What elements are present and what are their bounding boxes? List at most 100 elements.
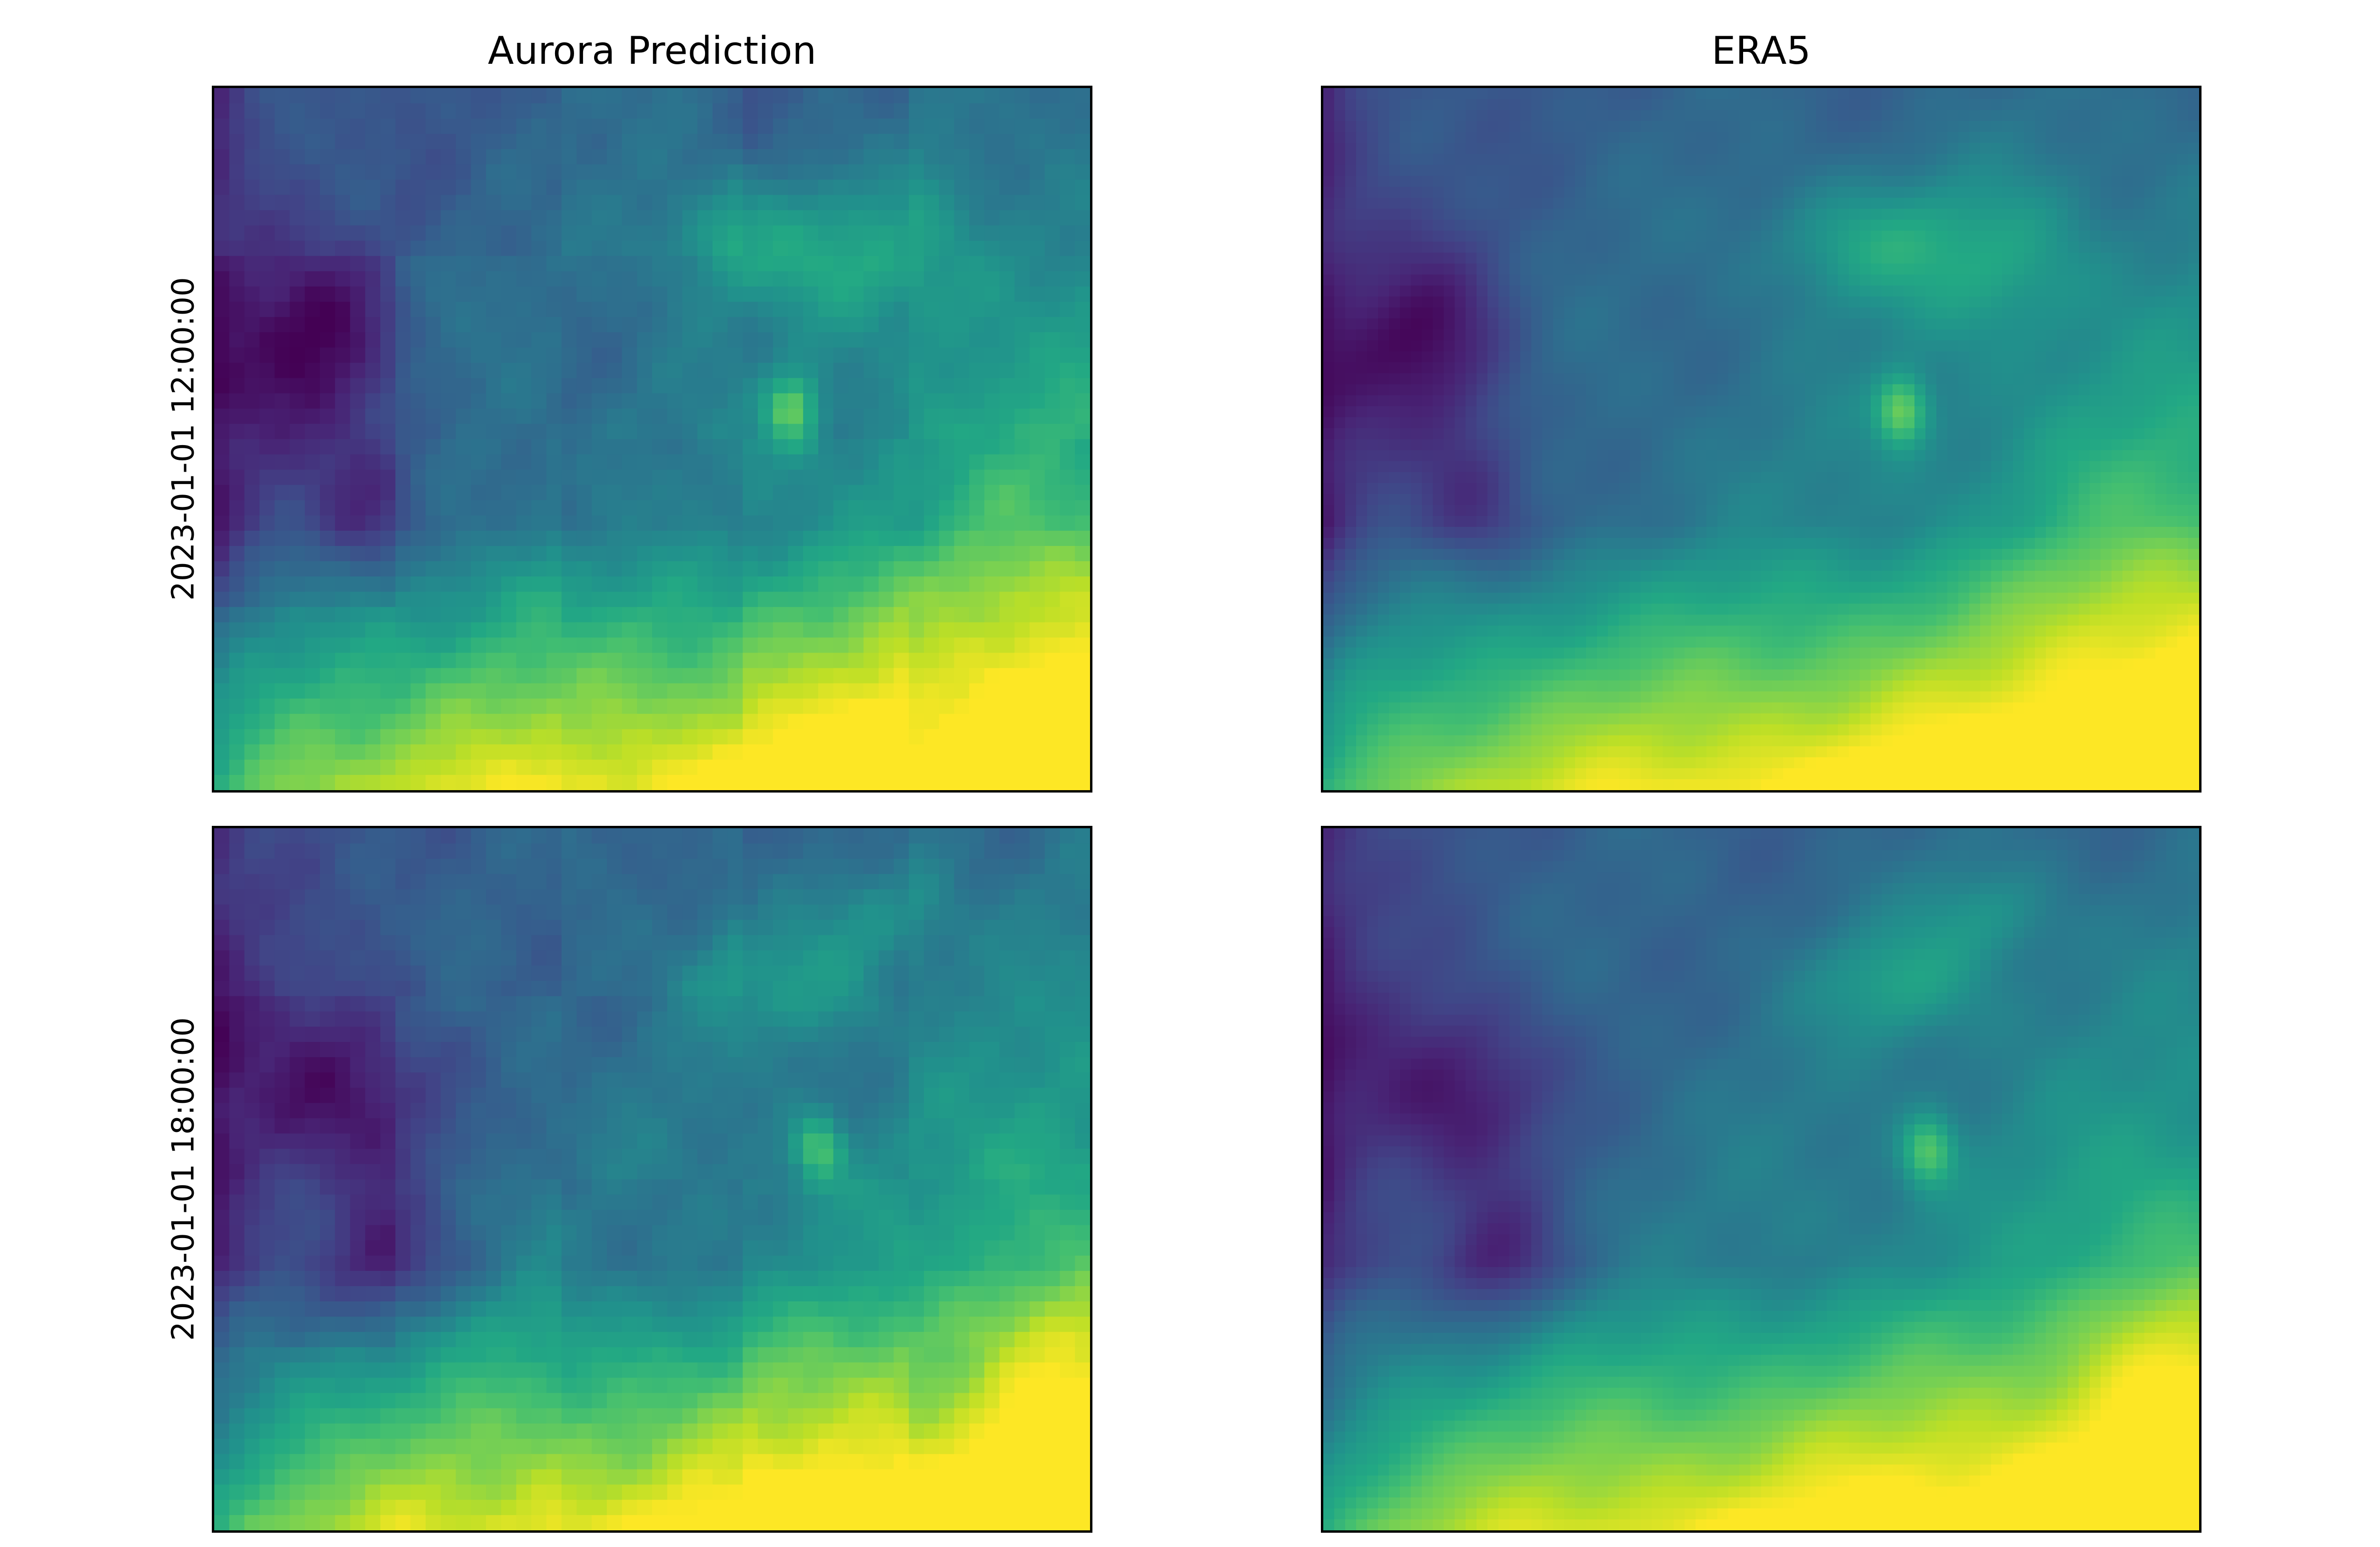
heatmap-cell: [1075, 88, 1090, 104]
heatmap-cell: [561, 286, 577, 303]
heatmap-cell: [516, 408, 532, 425]
heatmap-cell: [652, 592, 668, 608]
heatmap-cell: [697, 515, 713, 532]
heatmap-cell: [1520, 296, 1532, 308]
heatmap-cell: [546, 759, 562, 776]
heatmap-cell: [320, 683, 336, 699]
heatmap-cell: [803, 607, 819, 623]
heatmap-cell: [1466, 263, 1478, 275]
heatmap-cell: [1400, 132, 1412, 144]
heatmap-cell: [274, 179, 290, 196]
heatmap-cell: [1367, 230, 1379, 242]
heatmap-cell: [606, 256, 623, 272]
heatmap-cell: [848, 774, 864, 790]
heatmap-cell: [1030, 637, 1045, 654]
heatmap-cell: [697, 301, 713, 318]
heatmap-cell: [1717, 132, 1729, 144]
heatmap-cell: [2079, 395, 2091, 407]
heatmap-cell: [2013, 340, 2025, 352]
heatmap-cell: [878, 271, 894, 287]
heatmap-cell: [440, 485, 456, 501]
heatmap-cell: [1739, 285, 1751, 297]
heatmap-cell: [456, 668, 472, 684]
heatmap-cell: [2177, 165, 2189, 177]
heatmap-cell: [1947, 99, 1959, 111]
heatmap-cell: [1014, 164, 1031, 180]
heatmap-cell: [1531, 252, 1543, 264]
heatmap-cell: [924, 774, 940, 790]
heatmap-cell: [1619, 351, 1631, 363]
heatmap-cell: [2090, 208, 2102, 220]
heatmap-cell: [456, 88, 472, 104]
heatmap-cell: [365, 637, 381, 654]
heatmap-cell: [984, 530, 1000, 547]
heatmap-cell: [1936, 296, 1948, 308]
heatmap-cell: [516, 179, 532, 196]
heatmap-cell: [2046, 296, 2058, 308]
heatmap-cell: [440, 332, 456, 348]
heatmap-cell: [395, 668, 411, 684]
heatmap-cell: [939, 301, 955, 318]
heatmap-cell: [395, 210, 411, 226]
heatmap-cell: [1014, 592, 1031, 608]
heatmap-cell: [244, 637, 260, 654]
heatmap-cell: [909, 378, 925, 394]
heatmap-cell: [546, 363, 562, 379]
heatmap-cell: [712, 256, 728, 272]
heatmap-cell: [456, 469, 472, 486]
heatmap-cell: [1783, 274, 1795, 286]
heatmap-cell: [259, 545, 275, 562]
heatmap-cell: [2122, 285, 2134, 297]
heatmap-cell: [1783, 88, 1795, 100]
heatmap-cell: [1882, 121, 1894, 133]
heatmap-cell: [335, 134, 351, 150]
heatmap-cell: [2144, 384, 2156, 396]
heatmap-cell: [637, 515, 653, 532]
heatmap-cell: [1936, 285, 1948, 297]
heatmap-cell: [1772, 219, 1784, 231]
heatmap-cell: [320, 271, 336, 287]
heatmap-cell: [2101, 274, 2112, 286]
heatmap-cell: [1838, 187, 1850, 198]
heatmap-cell: [471, 439, 487, 455]
heatmap-cell: [939, 210, 955, 226]
heatmap-cell: [2101, 165, 2112, 177]
heatmap-cell: [1466, 362, 1478, 374]
heatmap-cell: [743, 424, 759, 440]
heatmap-cell: [1444, 99, 1456, 111]
heatmap-cell: [637, 774, 653, 790]
heatmap-cell: [1608, 208, 1620, 220]
heatmap-cell: [456, 424, 472, 440]
heatmap-cell: [954, 119, 970, 135]
heatmap-cell: [1739, 165, 1751, 177]
heatmap-cell: [1509, 198, 1521, 209]
heatmap-cell: [878, 301, 894, 318]
heatmap-cell: [622, 164, 638, 180]
heatmap-cell: [622, 500, 638, 516]
heatmap-cell: [1564, 176, 1576, 188]
heatmap-cell: [1969, 99, 1981, 111]
heatmap-cell: [637, 408, 653, 425]
heatmap-cell: [682, 179, 698, 196]
heatmap-cell: [350, 545, 366, 562]
heatmap-cell: [592, 545, 607, 562]
heatmap-cell: [1075, 439, 1090, 455]
heatmap-cell: [697, 500, 713, 516]
heatmap-cell: [606, 515, 623, 532]
heatmap-cell: [592, 714, 607, 730]
heatmap-cell: [1014, 759, 1031, 776]
heatmap-cell: [1044, 240, 1061, 257]
heatmap-cell: [984, 668, 1000, 684]
heatmap-cell: [1936, 362, 1948, 374]
heatmap-cell: [1367, 208, 1379, 220]
heatmap-cell: [1914, 263, 1926, 275]
heatmap-cell: [893, 469, 910, 486]
heatmap-cell: [1860, 99, 1872, 111]
heatmap-cell: [1367, 99, 1379, 111]
heatmap-cell: [803, 729, 819, 745]
heatmap-cell: [833, 454, 849, 470]
heatmap-cell: [954, 332, 970, 348]
heatmap-cell: [229, 134, 245, 150]
heatmap-cell: [1893, 329, 1904, 341]
heatmap-cell: [576, 393, 593, 409]
